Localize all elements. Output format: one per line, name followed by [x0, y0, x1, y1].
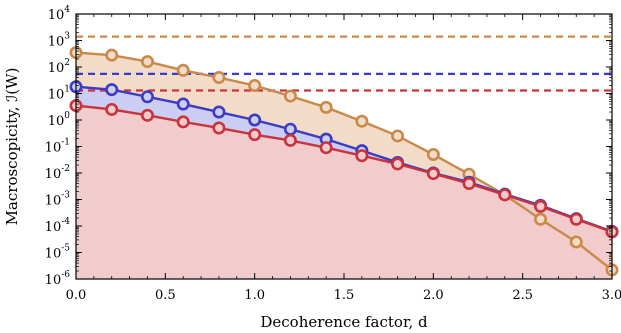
series-2-point-5	[248, 113, 262, 127]
series-lines	[75, 51, 613, 271]
series-1-point-7	[319, 100, 333, 114]
x-tick-label: 2.5	[512, 288, 533, 303]
series-1-point-6	[283, 89, 297, 103]
x-axis-title: Decoherence factor, d	[260, 313, 428, 331]
y-tick-label: 101	[48, 85, 70, 103]
series-1-point-14	[569, 235, 583, 249]
reference-lines	[76, 35, 612, 92]
series-3-point-14	[569, 212, 583, 226]
y-axis-title: Macroscopicity, ℐ(W)	[3, 68, 21, 226]
series-3-point-4	[212, 121, 226, 135]
series-3-point-8	[355, 149, 369, 163]
series-2-point-4	[212, 105, 226, 119]
series-2-point-2	[140, 90, 154, 104]
x-tick-label: 3.0	[602, 288, 621, 303]
x-tick-label: 1.5	[334, 288, 355, 303]
x-tick-label: 0.0	[66, 288, 87, 303]
x-tick-labels: 0.0 0.5 1.0 1.5 2.0 2.5 3.0	[66, 288, 621, 303]
y-tick-label: 10-2	[45, 164, 70, 182]
series-1-point-10	[426, 147, 440, 161]
series-3-point-6	[283, 133, 297, 147]
series-fills	[76, 52, 612, 280]
series-3-point-3	[176, 115, 190, 129]
y-tick-label: 10-1	[45, 138, 70, 156]
series-1-line	[75, 51, 613, 271]
x-tick-label: 1.0	[244, 288, 265, 303]
series-3-point-13	[534, 199, 548, 213]
series-2-point-1	[105, 83, 119, 97]
series-1-point-5	[248, 79, 262, 93]
series-3-point-2	[140, 108, 154, 122]
y-tick-label: 100	[48, 111, 71, 129]
y-tick-label: 104	[48, 5, 71, 23]
axis-ticks	[75, 13, 613, 280]
series-3-fill	[76, 105, 612, 279]
series-1-point-1	[105, 48, 119, 62]
y-tick-label: 10-5	[45, 244, 71, 262]
y-tick-label: 10-6	[45, 270, 71, 288]
y-tick-label: 102	[48, 58, 70, 76]
series-3-point-7	[319, 141, 333, 155]
y-tick-labels: 10-6 10-5 10-4 10-3 10-2 10-1 100 101 102 103 104	[45, 5, 71, 288]
series-3-point-9	[391, 157, 405, 171]
series-1-point-4	[212, 71, 226, 85]
series-2-point-3	[176, 97, 190, 111]
x-tick-label: 2.0	[423, 288, 444, 303]
y-tick-label: 103	[48, 32, 71, 50]
series-3-point-5	[248, 128, 262, 142]
series-3-point-11	[462, 177, 476, 191]
series-1-point-13	[534, 212, 548, 226]
x-tick-label: 0.5	[155, 288, 176, 303]
y-tick-label: 10-3	[45, 191, 71, 209]
series-3-point-12	[498, 188, 512, 202]
series-1-point-2	[140, 55, 154, 69]
series-3-line	[75, 104, 613, 234]
series-3-point-1	[105, 102, 119, 116]
series-1-point-9	[391, 129, 405, 143]
series-2-point-6	[283, 122, 297, 136]
series-1-point-8	[355, 114, 369, 128]
series-3-point-10	[426, 167, 440, 181]
y-tick-label: 10-4	[45, 217, 71, 235]
series-1-point-3	[176, 63, 190, 77]
